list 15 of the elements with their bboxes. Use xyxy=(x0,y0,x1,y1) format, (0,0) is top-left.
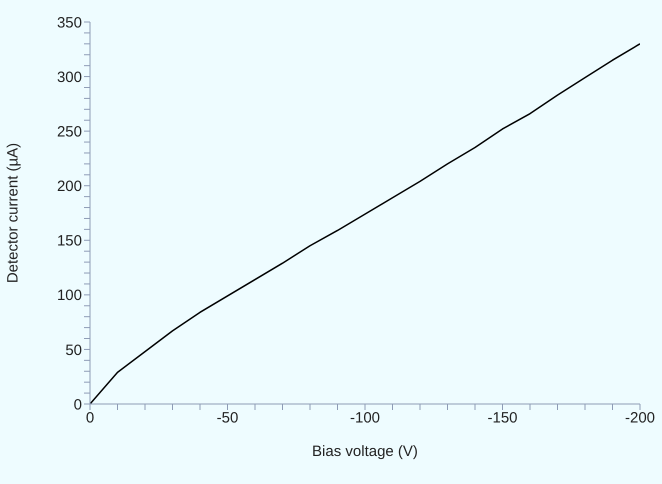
x-tick-label: -50 xyxy=(216,410,238,427)
y-tick-label: 150 xyxy=(56,232,82,250)
x-tick-label: -100 xyxy=(350,410,380,427)
x-axis-title: Bias voltage (V) xyxy=(312,443,418,460)
y-tick-label: 200 xyxy=(56,178,82,196)
x-tick-label: -150 xyxy=(487,410,518,427)
y-axis-title: Detector current (µA) xyxy=(4,142,22,284)
x-tick-label: 0 xyxy=(86,410,94,427)
y-tick-label: 0 xyxy=(74,396,82,414)
y-tick-label: 250 xyxy=(56,123,82,140)
y-tick-label: 350 xyxy=(56,14,82,32)
y-tick-label: 300 xyxy=(56,68,82,86)
x-tick-label: -200 xyxy=(624,410,656,427)
y-tick-label: 50 xyxy=(65,342,82,359)
y-tick-label: 100 xyxy=(56,287,82,304)
